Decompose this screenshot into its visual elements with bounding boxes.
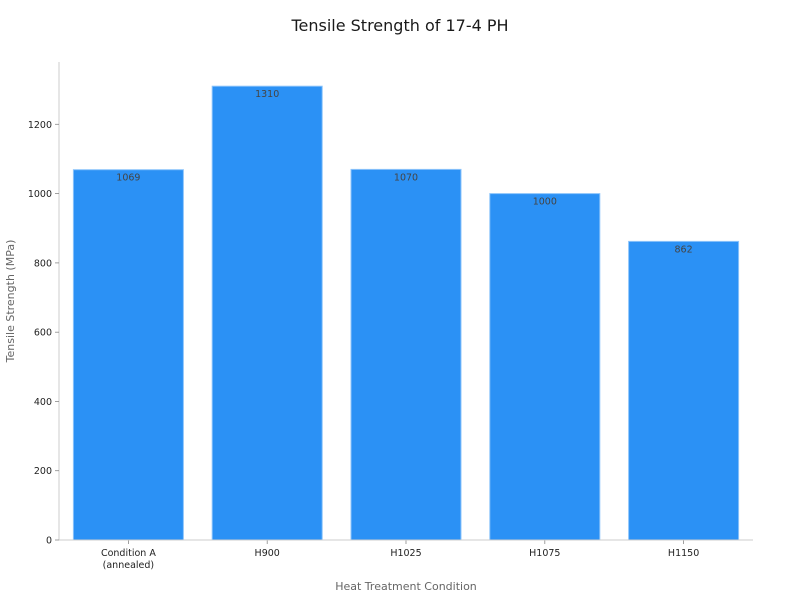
- data-label: 1069: [116, 173, 140, 184]
- y-tick-label: 1000: [28, 189, 52, 200]
- y-axis-label: Tensile Strength (MPa): [4, 240, 17, 364]
- y-tick-label: 0: [46, 536, 52, 547]
- y-tick-label: 200: [34, 466, 52, 477]
- bar: [72, 169, 184, 541]
- data-label: 1310: [255, 89, 279, 100]
- x-tick-label: H1025: [390, 548, 421, 559]
- bar: [211, 85, 323, 541]
- x-axis-label: Heat Treatment Condition: [335, 580, 477, 593]
- chart-title: Tensile Strength of 17-4 PH: [290, 16, 508, 35]
- axes-layer: Condition A (annealed) H900 H1025 H1075 H1150…: [28, 62, 753, 571]
- bar: [489, 193, 601, 541]
- x-tick-label: H1075: [529, 548, 560, 559]
- bars-layer: 1069 1310 1070 1000 862: [72, 85, 740, 541]
- x-tick-label: H1150: [668, 548, 699, 559]
- y-tick-label: 800: [34, 258, 52, 269]
- y-tick-label: 400: [34, 397, 52, 408]
- bar: [628, 240, 740, 541]
- x-tick-label: H900: [255, 548, 280, 559]
- x-tick-label: Condition A (annealed): [101, 548, 156, 571]
- data-label: 862: [675, 244, 693, 255]
- bar: [350, 168, 462, 541]
- y-tick-label: 600: [34, 328, 52, 339]
- data-label: 1000: [533, 197, 557, 208]
- y-tick-label: 1200: [28, 120, 52, 131]
- data-label: 1070: [394, 172, 418, 183]
